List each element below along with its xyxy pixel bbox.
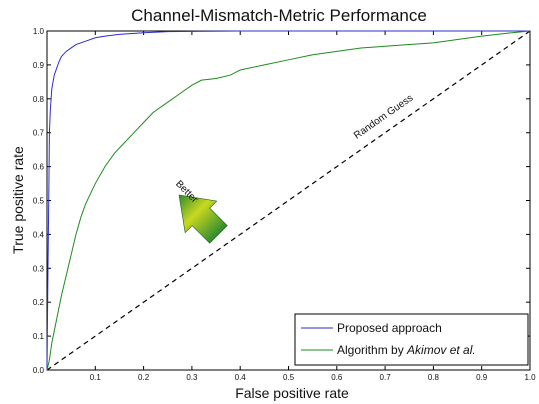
x-tick-label: 0.9 (476, 373, 488, 382)
x-tick-label: 0.2 (138, 373, 150, 382)
y-tick-label: 0.7 (33, 129, 45, 138)
y-tick-label: 0.8 (33, 95, 45, 104)
y-tick-label: 1.0 (33, 27, 45, 36)
x-axis-label: False positive rate (235, 385, 349, 401)
x-tick-label: 0.7 (380, 373, 392, 382)
y-tick-label: 0.5 (33, 197, 45, 206)
y-tick-label: 0.2 (33, 298, 45, 307)
y-tick-label: 0.1 (33, 332, 45, 341)
x-tick-label: 1.0 (524, 373, 536, 382)
y-tick-label: 0.0 (33, 366, 45, 375)
x-tick-label: 0.4 (235, 373, 247, 382)
legend-entry-akimov: Algorithm by Akimov et al. (337, 343, 476, 357)
x-tick-label: 0.8 (428, 373, 440, 382)
y-tick-label: 0.6 (33, 163, 45, 172)
x-tick-label: 0.6 (331, 373, 343, 382)
y-tick-label: 0.4 (33, 230, 45, 239)
y-tick-label: 0.9 (33, 61, 45, 70)
x-tick-label: 0.1 (90, 373, 102, 382)
legend-entry-akimov-italic: Akimov et al. (406, 343, 476, 357)
legend-entry-akimov-plain: Algorithm by (337, 343, 407, 357)
x-tick-label: 0.5 (283, 373, 295, 382)
series-line-proposed (46, 30, 530, 371)
legend-box (294, 313, 529, 366)
y-axis-label: True positive rate (10, 146, 26, 254)
x-tick-label: 0.3 (186, 373, 198, 382)
x-axis-ticks: 0.1 0.2 0.3 0.4 0.5 0.6 0.7 0.8 0.9 1.0 (90, 31, 536, 382)
series-line-akimov (46, 30, 531, 371)
legend-entry-proposed: Proposed approach (337, 321, 442, 335)
y-tick-label: 0.3 (33, 264, 45, 273)
legend: Proposed approach Algorithm by Akimov et… (294, 313, 529, 366)
better-arrow (178, 194, 228, 244)
series-layer (46, 30, 531, 371)
y-axis-ticks: 0.0 0.1 0.2 0.3 0.4 0.5 0.6 0.7 0.8 0.9 1.0 (33, 27, 530, 375)
chart-title: Channel-Mismatch-Metric Performance (131, 6, 427, 25)
